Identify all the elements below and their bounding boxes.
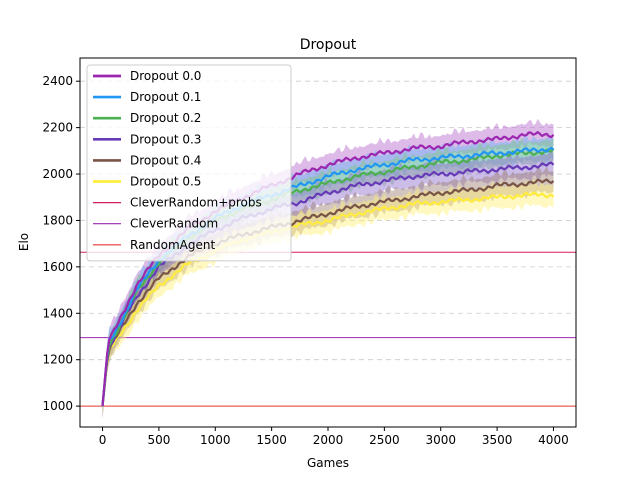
legend-box xyxy=(86,64,292,262)
x-tick-label: 500 xyxy=(147,433,170,447)
y-tick-label: 2200 xyxy=(42,121,73,135)
legend-label: RandomAgent xyxy=(130,238,215,252)
plot-area: 0 500 1000 1500 2000 2500 3000 3500 4000 1000 1200… xyxy=(42,57,577,447)
series-band xyxy=(102,166,554,419)
legend-label: Dropout 0.3 xyxy=(130,132,201,146)
x-tick-label: 1000 xyxy=(200,433,231,447)
y-axis-title: Elo xyxy=(17,233,31,251)
legend-label: CleverRandom+probs xyxy=(130,196,262,210)
series-band xyxy=(102,118,554,419)
legend-label: Dropout 0.1 xyxy=(130,90,201,104)
legend-label: Dropout 0.2 xyxy=(130,111,201,125)
y-tick-label: 1000 xyxy=(42,399,73,413)
y-tick-label: 1600 xyxy=(42,260,73,274)
x-tick-label: 3500 xyxy=(482,433,513,447)
y-tick-label: 1400 xyxy=(42,306,73,320)
legend-label: CleverRandom xyxy=(130,217,218,231)
x-tick-label: 1500 xyxy=(256,433,287,447)
series-band xyxy=(102,148,554,419)
y-tick-label: 2400 xyxy=(42,74,73,88)
y-tick-label: 1800 xyxy=(42,213,73,227)
x-tick-label: 4000 xyxy=(538,433,569,447)
y-tick-label: 2000 xyxy=(42,167,73,181)
legend-label: Dropout 0.5 xyxy=(130,175,201,189)
x-tick-label: 2500 xyxy=(369,433,400,447)
legend: Dropout 0.0 Dropout 0.1 Dropout 0.2 Dropout… xyxy=(86,64,292,262)
legend-label: Dropout 0.4 xyxy=(130,153,201,167)
chart-title: Dropout xyxy=(300,37,357,53)
x-tick-label: 0 xyxy=(99,433,107,447)
series-band xyxy=(102,179,554,416)
series-line xyxy=(101,191,555,407)
x-axis-title: Games xyxy=(307,456,349,470)
legend-label: Dropout 0.0 xyxy=(130,69,201,83)
x-tick-label: 3000 xyxy=(425,433,456,447)
x-tick-label: 2000 xyxy=(313,433,344,447)
series-line xyxy=(101,178,555,407)
y-tick-label: 1200 xyxy=(42,353,73,367)
